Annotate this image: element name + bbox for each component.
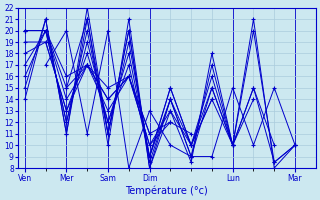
X-axis label: Température (°c): Température (°c) (125, 185, 208, 196)
